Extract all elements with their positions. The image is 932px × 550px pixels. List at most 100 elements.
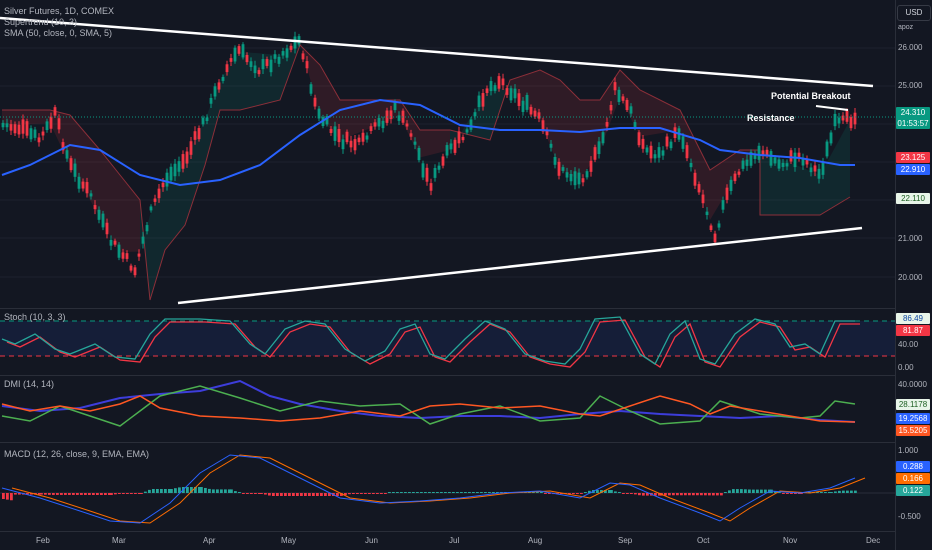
candle-body [609,104,613,111]
macd-histogram-bar [668,493,671,496]
macd-histogram-bar [556,493,559,495]
macd-histogram-bar [614,491,617,493]
candle-body [741,160,745,169]
macd-histogram-bar [716,493,719,496]
pane-divider[interactable] [0,442,932,443]
candle-body [821,162,825,175]
candle-body [765,149,769,156]
candle-body [837,117,841,124]
candle-body [633,122,637,128]
candle-body [337,128,341,143]
macd-legend[interactable]: MACD (12, 26, close, 9, EMA, EMA) [4,449,150,459]
macd-histogram-bar [794,493,797,494]
candle-body [817,168,821,179]
macd-histogram-bar [264,493,267,495]
candle-body [829,132,833,144]
candle-body [701,194,705,204]
candle-body [97,209,101,220]
candle-body [117,244,121,258]
candle-body [301,53,305,60]
supertrend-fill [150,180,165,300]
macd-line [1,454,856,524]
last-price: 24.310 [900,108,926,117]
macd-histogram-bar [596,490,599,493]
candle-body [61,142,65,151]
candle-body [313,97,317,107]
macd-tick: 1.000 [898,446,919,455]
macd-histogram-bar [228,489,231,493]
price-chart[interactable] [0,0,895,308]
macd-histogram-bar [380,493,383,494]
macd-histogram-bar [548,493,551,494]
macd-histogram-bar [160,489,163,493]
candle-body [309,84,313,94]
candle-body [157,188,161,199]
macd-line-tag: 0.288 [896,461,930,472]
macd-histogram-bar [664,493,667,496]
candle-body [161,182,165,188]
dmi-pane[interactable]: DMI (14, 14) [0,376,895,442]
stoch-legend[interactable]: Stoch (10, 3, 3) [4,312,66,322]
macd-histogram-bar [400,492,403,493]
macd-histogram-bar [764,489,767,493]
macd-histogram-bar [174,488,177,493]
macd-histogram-bar [324,493,327,496]
main-chart-pane[interactable]: Silver Futures, 1D, COMEX Supertrend (10… [0,0,895,308]
macd-histogram-bar [80,493,83,495]
macd-histogram-bar [276,493,279,496]
price-scale[interactable]: USD [895,0,932,550]
macd-histogram-bar [816,492,819,493]
candle-body [305,61,309,69]
candle-body [9,124,13,131]
macd-histogram-bar [646,493,649,496]
macd-histogram-bar [224,489,227,493]
time-axis[interactable]: Feb Mar Apr May Jun Jul Aug Sep Oct Nov … [0,532,895,550]
candle-body [557,161,561,176]
macd-histogram-bar [238,492,241,493]
pane-divider[interactable] [0,308,932,309]
macd-histogram-bar [14,493,17,495]
scale-mode[interactable]: apoz [898,24,914,31]
macd-histogram-bar [392,492,395,493]
candle-body [813,165,817,172]
candle-body [209,97,213,104]
macd-histogram-bar [842,490,845,493]
macd-histogram-bar [212,489,215,493]
macd-pane[interactable]: MACD (12, 26, close, 9, EMA, EMA) [0,443,895,531]
candle-body [405,123,409,127]
macd-histogram-bar [220,489,223,493]
stoch-pane[interactable]: Stoch (10, 3, 3) [0,309,895,375]
macd-histogram-bar [304,493,307,496]
macd-tick: -0.500 [898,512,921,521]
macd-histogram-bar [658,493,661,496]
macd-histogram-bar [40,493,43,495]
candle-body [269,59,273,73]
candle-body [293,36,297,49]
candle-body [357,137,361,143]
candle-body [573,171,577,186]
time-label: Mar [112,536,126,545]
macd-histogram-bar [544,493,547,494]
macd-histogram-bar [676,493,679,496]
macd-histogram-bar [468,492,471,493]
candle-body [261,59,265,70]
candle-body [89,193,93,197]
pane-divider[interactable] [0,375,932,376]
dmi-legend[interactable]: DMI (14, 14) [4,379,55,389]
candle-body [73,163,77,177]
currency-button[interactable]: USD [897,5,931,21]
macd-histogram-bar [114,493,117,495]
candle-body [41,131,45,136]
supertrend-legend[interactable]: Supertrend (10, 3) [4,17,78,27]
macd-histogram-bar [92,493,95,495]
candle-body [169,166,173,181]
price-tick: 26.000 [898,43,923,52]
symbol-legend[interactable]: Silver Futures, 1D, COMEX [4,6,115,16]
sma-legend[interactable]: SMA (50, close, 0, SMA, 5) [4,28,113,38]
macd-histogram-bar [56,493,59,495]
candle-body [257,70,261,75]
candle-body [281,51,285,56]
candle-body [177,161,181,172]
candle-body [773,157,777,164]
candle-body [769,151,773,166]
